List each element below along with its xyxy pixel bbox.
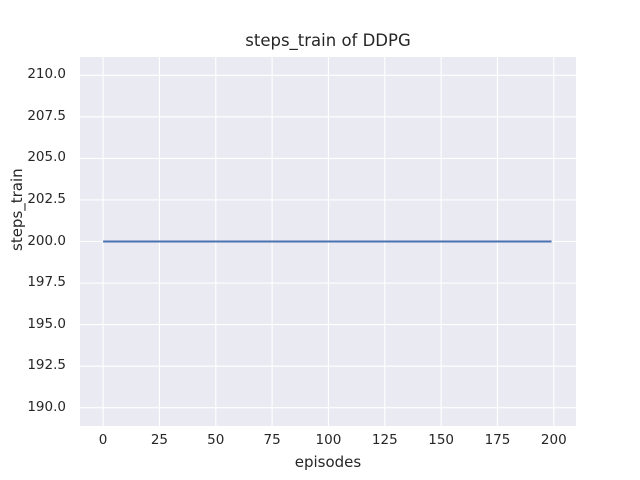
y-tick-label: 202.5 xyxy=(27,190,66,207)
x-tick-label: 200 xyxy=(540,432,567,448)
y-tick-label: 205.0 xyxy=(27,149,66,166)
y-tick-label: 192.5 xyxy=(27,357,66,374)
y-tick-label: 195.0 xyxy=(27,315,66,332)
x-tick-label: 25 xyxy=(150,432,169,448)
x-axis-label: episodes xyxy=(294,453,362,471)
y-tick-label: 207.5 xyxy=(27,107,66,124)
y-tick-label: 197.5 xyxy=(27,274,66,291)
chart-title: steps_train of DDPG xyxy=(245,31,411,50)
plot-canvas xyxy=(80,57,576,426)
x-tick-label: 150 xyxy=(428,432,455,448)
x-tick-label: 50 xyxy=(207,432,225,448)
x-tick-label: 75 xyxy=(263,432,281,448)
x-tick-label: 100 xyxy=(315,432,342,448)
x-tick-label: 175 xyxy=(484,432,511,448)
x-tick-label: 0 xyxy=(98,432,108,448)
y-tick-label: 210.0 xyxy=(27,66,66,83)
x-tick-label: 125 xyxy=(371,432,398,448)
y-tick-label: 190.0 xyxy=(27,398,66,415)
plot-area xyxy=(80,57,576,426)
y-tick-label: 200.0 xyxy=(27,232,66,249)
